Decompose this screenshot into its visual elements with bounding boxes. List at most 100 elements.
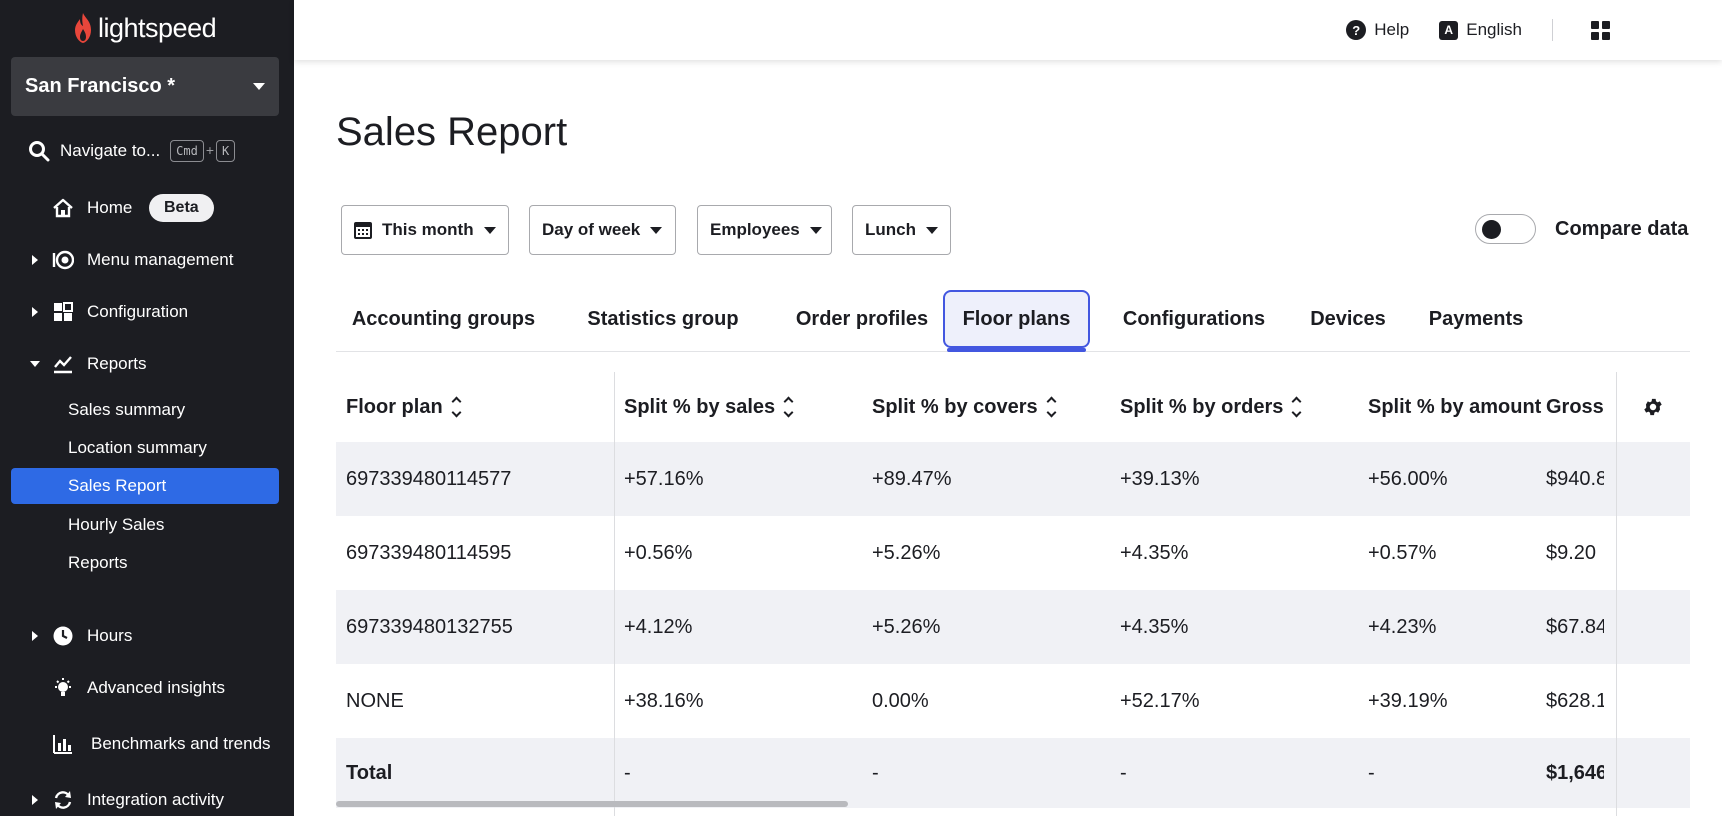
sidebar-item-advanced-insights[interactable]: Advanced insights [0, 668, 294, 708]
location-name: San Francisco * [25, 75, 176, 97]
flame-icon [75, 13, 91, 43]
tab-payments[interactable]: Payments [1428, 307, 1524, 330]
cell-split-covers: +5.26% [872, 541, 941, 564]
column-header-split-covers[interactable]: Split % by covers [862, 372, 1110, 442]
sidebar-item-label: Advanced insights [87, 678, 225, 697]
location-selector[interactable]: San Francisco * [11, 57, 279, 116]
sidebar: lightspeed San Francisco * Navigate to..… [0, 0, 294, 816]
shift-filter[interactable]: Lunch [852, 205, 951, 255]
sidebar-item-benchmarks[interactable]: Benchmarks and trends [0, 724, 294, 764]
sync-icon [51, 788, 75, 812]
grouping-filter[interactable]: Day of week [529, 205, 676, 255]
navigate-label: Navigate to... [60, 141, 161, 160]
chevron-down-icon [253, 83, 265, 90]
cell-split-covers: +89.47% [872, 467, 952, 490]
sidebar-subitem-sales-report[interactable]: Sales Report [11, 468, 279, 504]
sidebar-item-hours[interactable]: Hours [0, 616, 294, 656]
column-header-split-amount[interactable]: Split % by amount [1368, 395, 1542, 418]
lightbulb-icon [51, 676, 75, 700]
cell-total-split-covers: - [872, 761, 879, 784]
filter-label: Employees [710, 220, 800, 239]
cell-split-covers: 0.00% [872, 689, 929, 712]
tab-accounting-groups[interactable]: Accounting groups [351, 307, 536, 330]
kbd-k: K [216, 140, 236, 162]
column-divider [614, 372, 615, 816]
cell-split-sales: +0.56% [624, 541, 693, 564]
sidebar-item-label: Home [87, 198, 133, 217]
date-range-filter[interactable]: This month [341, 205, 509, 255]
chevron-right-icon [32, 631, 38, 641]
table-row[interactable]: 697339480114595 +0.56% +5.26% +4.35% +0.… [336, 516, 1690, 590]
help-icon: ? [1346, 20, 1367, 40]
page-title: Sales Report [336, 110, 568, 154]
table-header-row: Floor plan Split % by sales Split % by c… [336, 372, 1690, 442]
cell-split-sales: +57.16% [624, 467, 704, 490]
cell-split-orders: +52.17% [1120, 689, 1200, 712]
clock-icon [51, 624, 75, 648]
tab-order-profiles[interactable]: Order profiles [795, 307, 929, 330]
table-total-row: Total - - - - $1,646 [336, 738, 1690, 808]
language-icon: A [1439, 20, 1459, 40]
cell-total-gross-sales: $1,646 [1546, 761, 1604, 784]
compare-data-toggle[interactable] [1475, 214, 1536, 244]
divider [1552, 19, 1553, 41]
table-row[interactable]: 697339480132755 +4.12% +5.26% +4.35% +4.… [336, 590, 1690, 664]
toggle-knob [1482, 220, 1501, 239]
sort-icon[interactable] [451, 396, 462, 418]
kbd-cmd: Cmd [170, 140, 204, 162]
column-header-split-sales[interactable]: Split % by sales [614, 372, 862, 442]
sidebar-item-menu-management[interactable]: Menu management [0, 240, 294, 280]
sidebar-item-integration-activity[interactable]: Integration activity [0, 780, 294, 816]
top-bar: ? Help A English [294, 0, 1722, 60]
configuration-icon [51, 300, 75, 324]
filter-label: Day of week [542, 220, 641, 239]
tab-floor-plans[interactable]: Floor plans [943, 290, 1090, 348]
cell-total-split-amount: - [1368, 761, 1375, 784]
tab-devices[interactable]: Devices [1310, 307, 1386, 330]
cell-total-split-orders: - [1120, 761, 1127, 784]
cell-split-orders: +39.13% [1120, 467, 1200, 490]
sidebar-item-reports[interactable]: Reports [0, 344, 294, 384]
help-link[interactable]: ? Help [1346, 20, 1409, 40]
sidebar-subitem-reports[interactable]: Reports [68, 553, 128, 572]
beta-badge: Beta [149, 194, 214, 222]
apps-grid-icon[interactable] [1591, 20, 1610, 40]
sort-icon[interactable] [1046, 396, 1057, 418]
tab-statistics-group[interactable]: Statistics group [587, 307, 739, 330]
tab-configurations[interactable]: Configurations [1122, 307, 1266, 330]
sidebar-item-home[interactable]: Home Beta [0, 188, 294, 228]
cell-split-amount: +4.23% [1368, 615, 1437, 638]
cell-split-covers: +5.26% [872, 615, 941, 638]
chevron-right-icon [32, 307, 38, 317]
table-row[interactable]: 697339480114577 +57.16% +89.47% +39.13% … [336, 442, 1690, 516]
sidebar-subitem-hourly-sales[interactable]: Hourly Sales [68, 515, 165, 534]
column-header-floor-plan[interactable]: Floor plan [336, 372, 614, 442]
column-header-gross-sales[interactable]: Gross s [1546, 395, 1604, 418]
sort-icon[interactable] [1291, 396, 1302, 418]
search-icon [29, 141, 50, 162]
kbd-plus: + [205, 142, 215, 158]
horizontal-scrollbar[interactable] [336, 801, 848, 807]
lightspeed-logo[interactable]: lightspeed [72, 10, 217, 46]
table-row[interactable]: NONE +38.16% 0.00% +52.17% +39.19% $628.… [336, 664, 1690, 738]
sidebar-item-label: Benchmarks and trends [91, 734, 271, 753]
cell-floor-plan: NONE [346, 689, 404, 712]
sort-icon[interactable] [783, 396, 794, 418]
navigate-search[interactable]: Navigate to... Cmd + K [28, 136, 236, 166]
language-selector[interactable]: A English [1439, 20, 1522, 40]
active-tab-indicator [947, 348, 1086, 352]
sidebar-item-configuration[interactable]: Configuration [0, 292, 294, 332]
logo-text: lightspeed [98, 12, 217, 43]
sidebar-item-label: Menu management [87, 250, 234, 269]
cell-floor-plan: 697339480132755 [346, 615, 513, 638]
cell-total-split-sales: - [624, 761, 631, 784]
cell-split-amount: +56.00% [1368, 467, 1448, 490]
sidebar-subitem-sales-summary[interactable]: Sales summary [68, 400, 186, 419]
column-divider [1616, 372, 1617, 816]
language-label: English [1466, 20, 1522, 39]
employees-filter[interactable]: Employees [697, 205, 832, 255]
gear-icon[interactable] [1642, 396, 1664, 418]
sidebar-subitem-location-summary[interactable]: Location summary [68, 438, 207, 457]
column-header-split-orders[interactable]: Split % by orders [1110, 372, 1358, 442]
chevron-down-icon [30, 361, 40, 367]
